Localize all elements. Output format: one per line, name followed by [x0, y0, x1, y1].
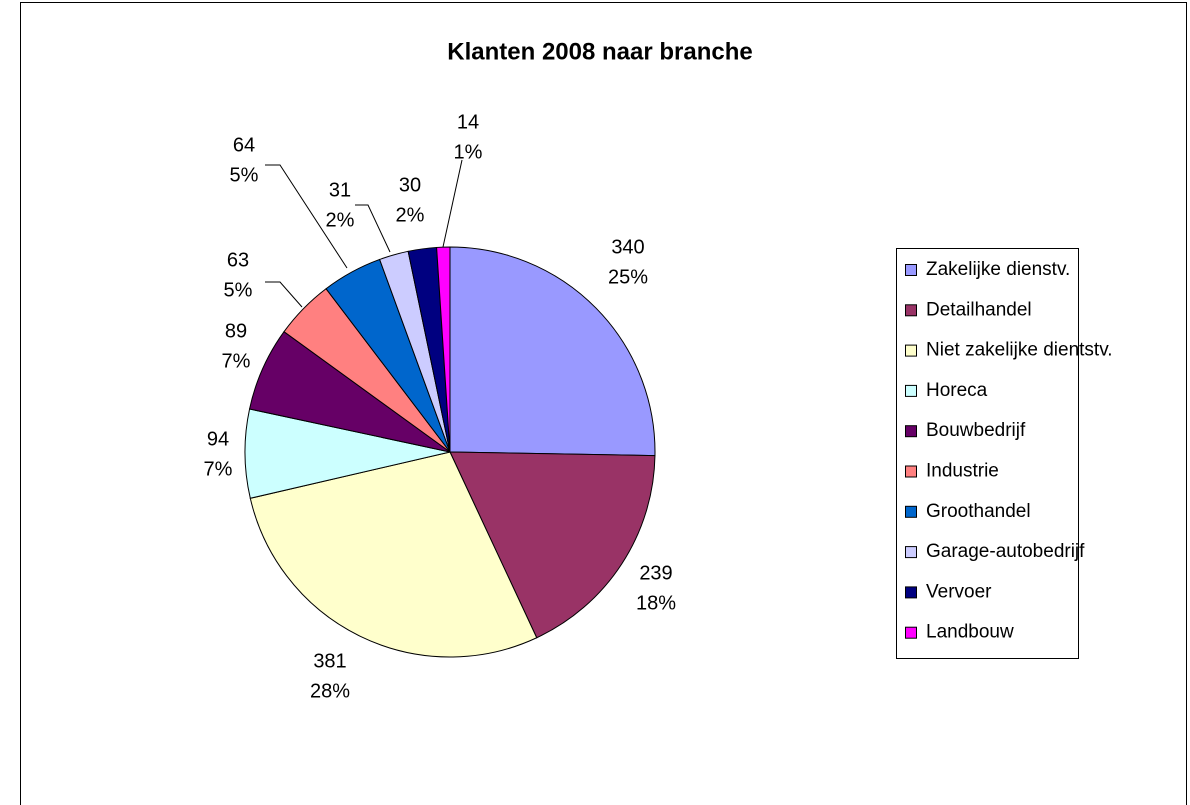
percent-label: 18% [636, 592, 676, 614]
legend-label: Horeca [926, 380, 988, 401]
legend-swatch [905, 586, 917, 599]
leader-line [265, 281, 303, 308]
percent-label: 7% [222, 350, 251, 372]
legend-swatch [905, 546, 917, 559]
percent-label: 5% [230, 164, 259, 186]
legend-label: Niet zakelijke dientstv. [926, 340, 1113, 361]
pie-slice [249, 451, 538, 658]
pie-slice [436, 246, 451, 453]
legend-swatch [905, 626, 917, 639]
data-label: 63 [227, 249, 249, 271]
percent-label: 2% [326, 209, 355, 231]
legend-label: Garage-autobedrijf [926, 541, 1085, 562]
legend-label: Groothandel [926, 501, 1031, 522]
data-label: 30 [399, 174, 421, 196]
legend-label: Industrie [926, 461, 999, 482]
data-label: 239 [639, 562, 672, 584]
percent-label: 2% [396, 204, 425, 226]
chart-title: Klanten 2008 naar branche [447, 38, 752, 65]
legend-label: Vervoer [926, 581, 992, 602]
leader-line [442, 159, 463, 248]
percent-label: 5% [224, 279, 253, 301]
legend-swatch [905, 505, 917, 518]
percent-label: 1% [454, 141, 483, 163]
data-label: 381 [313, 650, 346, 672]
pie-slice [449, 451, 656, 639]
legend-swatch [905, 425, 917, 438]
legend-label: Zakelijke dienstv. [926, 259, 1070, 280]
pie-slice [449, 246, 656, 457]
data-label: 64 [233, 134, 255, 156]
data-label: 94 [207, 428, 229, 450]
percent-label: 25% [608, 266, 648, 288]
legend-swatch [905, 304, 917, 317]
percent-label: 28% [310, 680, 350, 702]
leader-line [355, 204, 391, 253]
legend-swatch [905, 384, 917, 397]
data-label: 89 [225, 320, 247, 342]
legend-swatch [905, 344, 917, 357]
percent-label: 7% [204, 458, 233, 480]
data-label: 340 [611, 236, 644, 258]
data-label: 14 [457, 111, 479, 133]
legend [896, 248, 1079, 659]
legend-label: Detailhandel [926, 299, 1032, 320]
legend-label: Landbouw [926, 622, 1014, 643]
legend-swatch [905, 465, 917, 478]
leader-line [265, 164, 348, 269]
legend-label: Bouwbedrijf [926, 420, 1026, 441]
data-label: 31 [329, 179, 351, 201]
legend-swatch [905, 264, 917, 276]
